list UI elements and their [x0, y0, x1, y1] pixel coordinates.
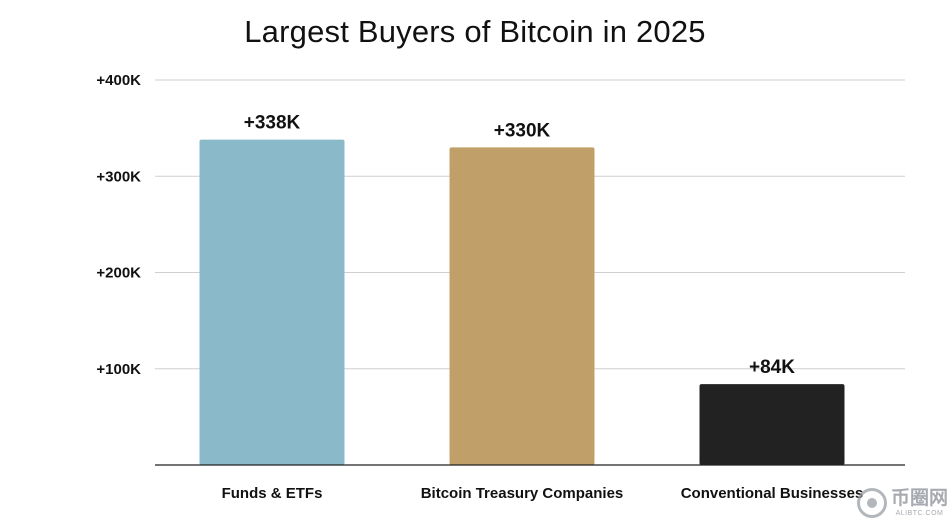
data-label: +338K	[244, 113, 301, 134]
category-label: Conventional Businesses	[681, 485, 864, 502]
bar	[199, 139, 345, 466]
category-label: Funds & ETFs	[222, 485, 323, 502]
y-axis-tick-labels: +100K +200K +300K +400K	[96, 72, 141, 378]
bar	[449, 147, 595, 465]
chart-title: Largest Buyers of Bitcoin in 2025	[244, 14, 706, 49]
category-labels: Funds & ETFs Bitcoin Treasury Companies Co…	[222, 485, 864, 502]
y-tick-label: +100K	[96, 361, 141, 378]
watermark-sub-text: ALIBTC.COM	[895, 509, 944, 517]
data-label: +330K	[494, 120, 551, 141]
data-labels: +338K +330K +84K	[244, 113, 796, 378]
y-tick-label: +200K	[96, 265, 141, 282]
data-label: +84K	[749, 357, 795, 378]
watermark-logo: 币圈网 ALIBTC.COM	[856, 487, 948, 518]
watermark-main-text: 币圈网	[890, 487, 948, 509]
bar	[699, 384, 845, 465]
bars	[199, 139, 845, 466]
y-tick-label: +300K	[96, 168, 141, 185]
category-label: Bitcoin Treasury Companies	[421, 485, 624, 502]
watermark-coin-icon	[856, 488, 887, 518]
y-tick-label: +400K	[96, 72, 141, 89]
